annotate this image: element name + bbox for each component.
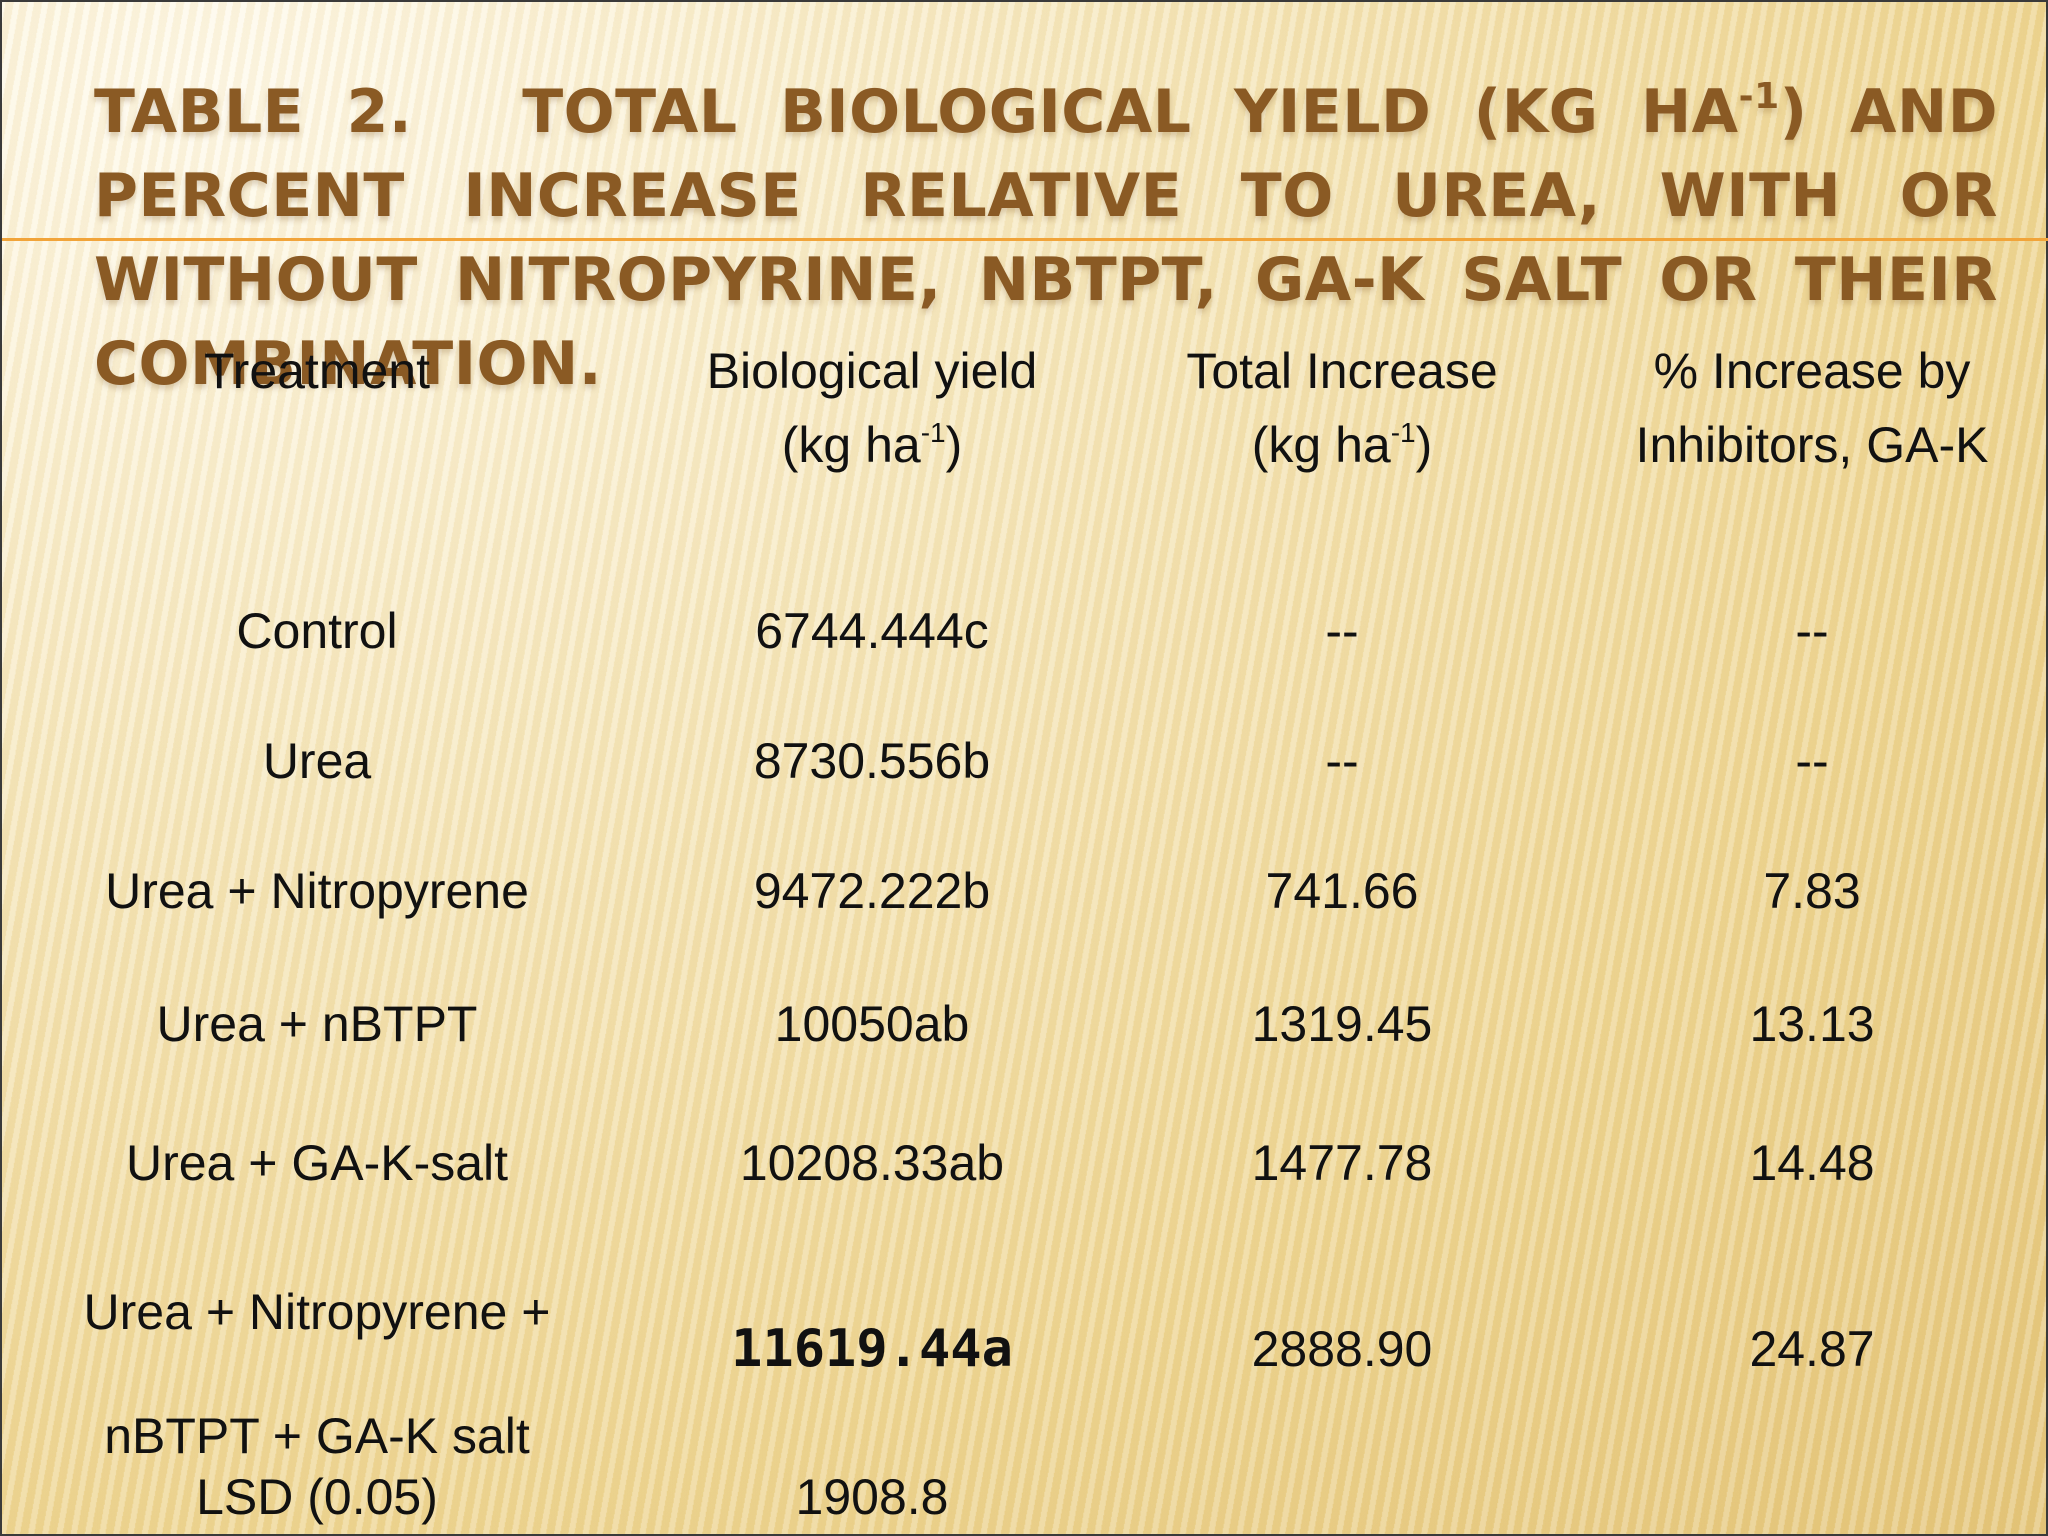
title-main: Total Biological yield (kg ha: [522, 77, 1739, 147]
table-row-nitropyrene-increase: 741.66: [1265, 863, 1419, 919]
table-row-combination-percent: 24.87: [1749, 1321, 1875, 1377]
lsd-value: 1908.8: [795, 1469, 949, 1525]
table-row-urea-percent: --: [1795, 733, 1829, 789]
table-row-nbtpt-yield: 10050ab: [774, 996, 970, 1052]
header-treatment: Treatment: [203, 343, 430, 399]
title-underline: [2, 238, 2048, 241]
table-row-nbtpt-increase: 1319.45: [1251, 996, 1433, 1052]
header-percent-increase: % Increase by Inhibitors, GA-K: [1635, 343, 1989, 473]
table-row-nbtpt-treatment: Urea + nBTPT: [156, 996, 478, 1052]
table-row-combination-treatment: Urea + Nitropyrene + nBTPT + GA-K salt: [83, 1284, 551, 1464]
lsd-label: LSD (0.05): [196, 1469, 438, 1525]
title-superscript: -1: [1738, 76, 1780, 117]
table-row-gak-treatment: Urea + GA-K-salt: [125, 1135, 509, 1191]
table-row-nitropyrene-percent: 7.83: [1763, 863, 1861, 919]
table-row-combination-increase: 2888.90: [1251, 1321, 1433, 1377]
table-row-nitropyrene-treatment: Urea + Nitropyrene: [105, 863, 529, 919]
slide-title: Table 2. Total Biological yield (kg ha-1)…: [94, 70, 1998, 406]
title-table-number: Table 2.: [94, 77, 413, 147]
table-row-gak-percent: 14.48: [1749, 1135, 1875, 1191]
table-row-control-percent: --: [1795, 603, 1829, 659]
table-row-gak-increase: 1477.78: [1251, 1135, 1433, 1191]
table-row-gak-yield: 10208.33ab: [739, 1135, 1005, 1191]
header-total-increase: Total Increase (kg ha-1): [1186, 343, 1498, 473]
table-row-nitropyrene-yield: 9472.222b: [753, 863, 991, 919]
table-row-control-increase: --: [1325, 603, 1359, 659]
table-row-control-treatment: Control: [236, 603, 398, 659]
table-row-combination-yield: 11619.44a: [731, 1319, 1013, 1379]
table-row-control-yield: 6744.444c: [755, 603, 989, 659]
table-row-urea-yield: 8730.556b: [753, 733, 991, 789]
table-row-urea-increase: --: [1325, 733, 1359, 789]
table-row-urea-treatment: Urea: [262, 733, 372, 789]
table-row-nbtpt-percent: 13.13: [1749, 996, 1875, 1052]
title-rest: ) and percent increase relative to urea,…: [94, 77, 1998, 399]
header-biological-yield: Biological yield (kg ha-1): [706, 343, 1038, 473]
